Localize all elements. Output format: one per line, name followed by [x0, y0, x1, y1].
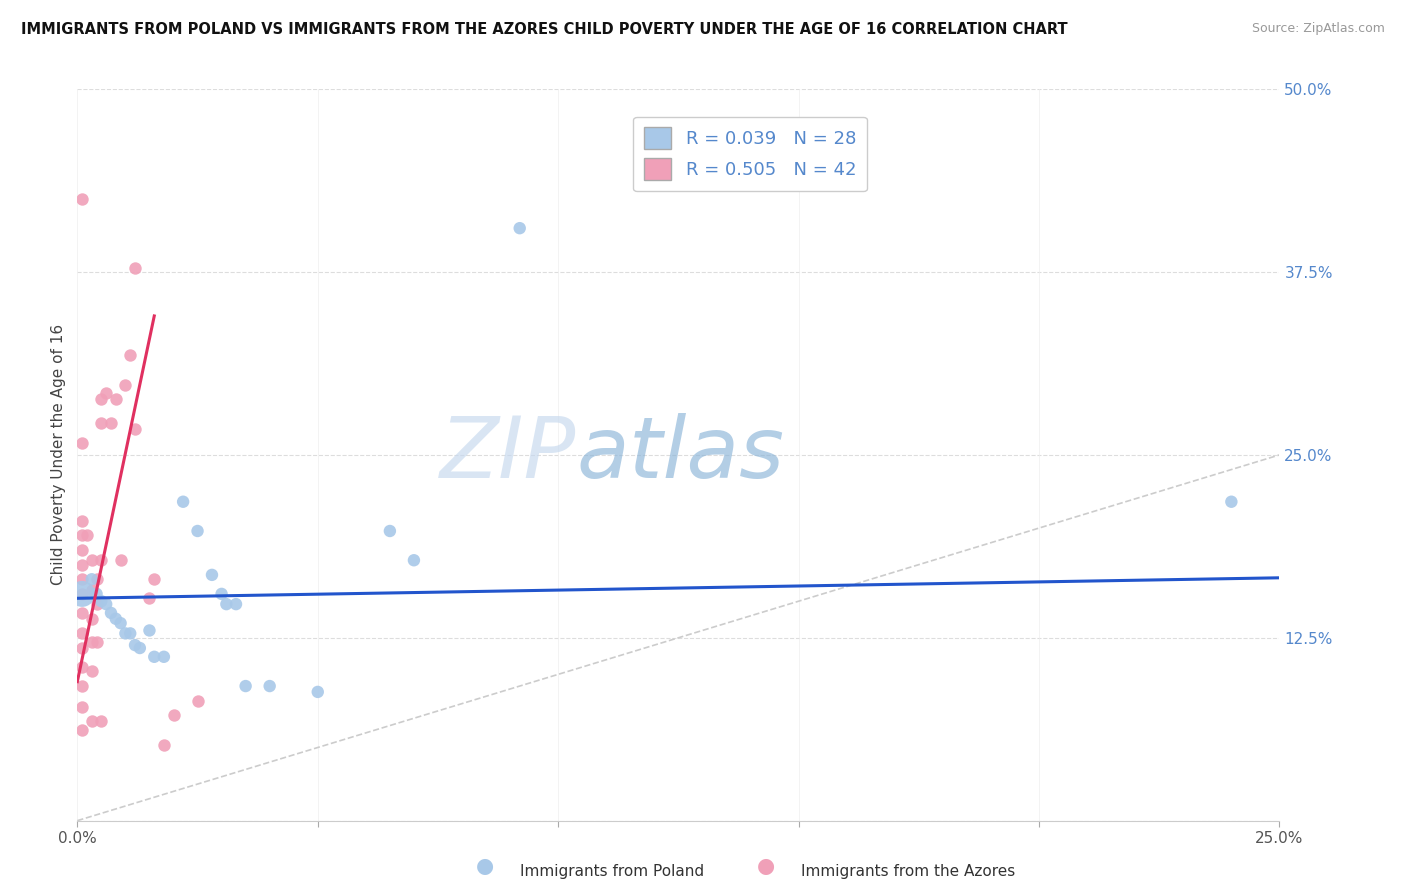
- Point: [509, 221, 531, 235]
- Point: [70, 543, 93, 558]
- Point: [70, 192, 93, 206]
- Point: [70, 587, 93, 601]
- Point: [124, 260, 146, 275]
- Point: [402, 553, 425, 567]
- Point: [124, 638, 146, 652]
- Text: Immigrants from Poland: Immigrants from Poland: [520, 863, 704, 879]
- Point: [211, 587, 233, 601]
- Point: [110, 553, 132, 567]
- Point: [70, 660, 93, 674]
- Text: Source: ZipAtlas.com: Source: ZipAtlas.com: [1251, 22, 1385, 36]
- Point: [187, 694, 209, 708]
- Point: [70, 528, 93, 542]
- Point: [162, 708, 184, 723]
- Point: [215, 597, 238, 611]
- Point: [128, 640, 150, 655]
- Point: [70, 558, 93, 572]
- Point: [90, 714, 112, 728]
- Y-axis label: Child Poverty Under the Age of 16: Child Poverty Under the Age of 16: [51, 325, 66, 585]
- Point: [124, 421, 146, 435]
- Point: [70, 606, 93, 620]
- Point: [100, 606, 122, 620]
- Point: [70, 626, 93, 640]
- Point: [225, 597, 247, 611]
- Point: [114, 626, 136, 640]
- Point: [80, 553, 103, 567]
- Point: [104, 612, 127, 626]
- Point: [138, 624, 160, 638]
- Point: [90, 553, 112, 567]
- Point: [70, 640, 93, 655]
- Point: [70, 436, 93, 450]
- Legend: R = 0.039   N = 28, R = 0.505   N = 42: R = 0.039 N = 28, R = 0.505 N = 42: [633, 117, 868, 191]
- Point: [110, 616, 132, 631]
- Text: ●: ●: [758, 856, 775, 876]
- Point: [143, 649, 166, 664]
- Text: IMMIGRANTS FROM POLAND VS IMMIGRANTS FROM THE AZORES CHILD POVERTY UNDER THE AGE: IMMIGRANTS FROM POLAND VS IMMIGRANTS FRO…: [21, 22, 1067, 37]
- Point: [76, 528, 98, 542]
- Point: [80, 572, 103, 586]
- Point: [70, 723, 93, 737]
- Point: [90, 392, 112, 407]
- Point: [1220, 494, 1243, 508]
- Point: [378, 524, 401, 538]
- Point: [80, 665, 103, 679]
- Point: [70, 514, 93, 528]
- Point: [90, 416, 112, 430]
- Point: [100, 416, 122, 430]
- Point: [70, 699, 93, 714]
- Point: [120, 626, 142, 640]
- Point: [172, 494, 194, 508]
- Point: [86, 597, 108, 611]
- Text: ●: ●: [477, 856, 494, 876]
- Point: [96, 386, 118, 401]
- Point: [153, 738, 176, 752]
- Point: [80, 582, 103, 597]
- Point: [80, 635, 103, 649]
- Point: [259, 679, 281, 693]
- Point: [114, 377, 136, 392]
- Point: [143, 572, 166, 586]
- Point: [80, 714, 103, 728]
- Point: [96, 597, 118, 611]
- Point: [70, 572, 93, 586]
- Point: [201, 567, 224, 582]
- Point: [120, 348, 142, 362]
- Point: [307, 685, 329, 699]
- Point: [86, 572, 108, 586]
- Point: [70, 587, 93, 601]
- Text: atlas: atlas: [576, 413, 785, 497]
- Point: [235, 679, 257, 693]
- Point: [86, 635, 108, 649]
- Point: [138, 591, 160, 606]
- Point: [80, 612, 103, 626]
- Point: [187, 524, 209, 538]
- Point: [104, 392, 127, 407]
- Point: [70, 679, 93, 693]
- Point: [90, 594, 112, 608]
- Text: ZIP: ZIP: [440, 413, 576, 497]
- Point: [86, 587, 108, 601]
- Text: Immigrants from the Azores: Immigrants from the Azores: [801, 863, 1015, 879]
- Point: [153, 649, 176, 664]
